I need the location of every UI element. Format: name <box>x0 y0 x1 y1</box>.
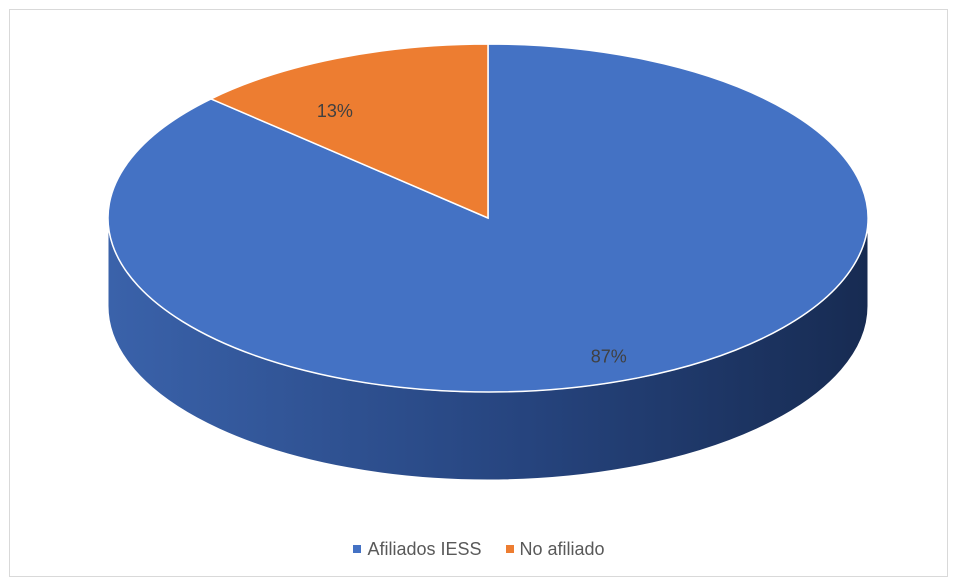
legend-label-no-afiliado: No afiliado <box>519 538 605 559</box>
pie-data-labels: 87% 13% <box>317 101 627 367</box>
legend-swatch-afiliados <box>353 545 362 553</box>
pie-slice-no-afiliado <box>209 43 489 220</box>
legend-swatch-no-afiliado <box>505 545 514 553</box>
legend-item-afiliados: Afiliados IESS <box>353 538 482 560</box>
legend: Afiliados IESS No afiliado <box>0 537 958 561</box>
pie-top-face <box>107 43 869 393</box>
data-label-no-afiliado: 13% <box>317 101 353 121</box>
data-label-afiliados: 87% <box>591 347 627 367</box>
legend-item-no-afiliado: No afiliado <box>505 538 605 560</box>
legend-label-afiliados: Afiliados IESS <box>367 538 482 559</box>
